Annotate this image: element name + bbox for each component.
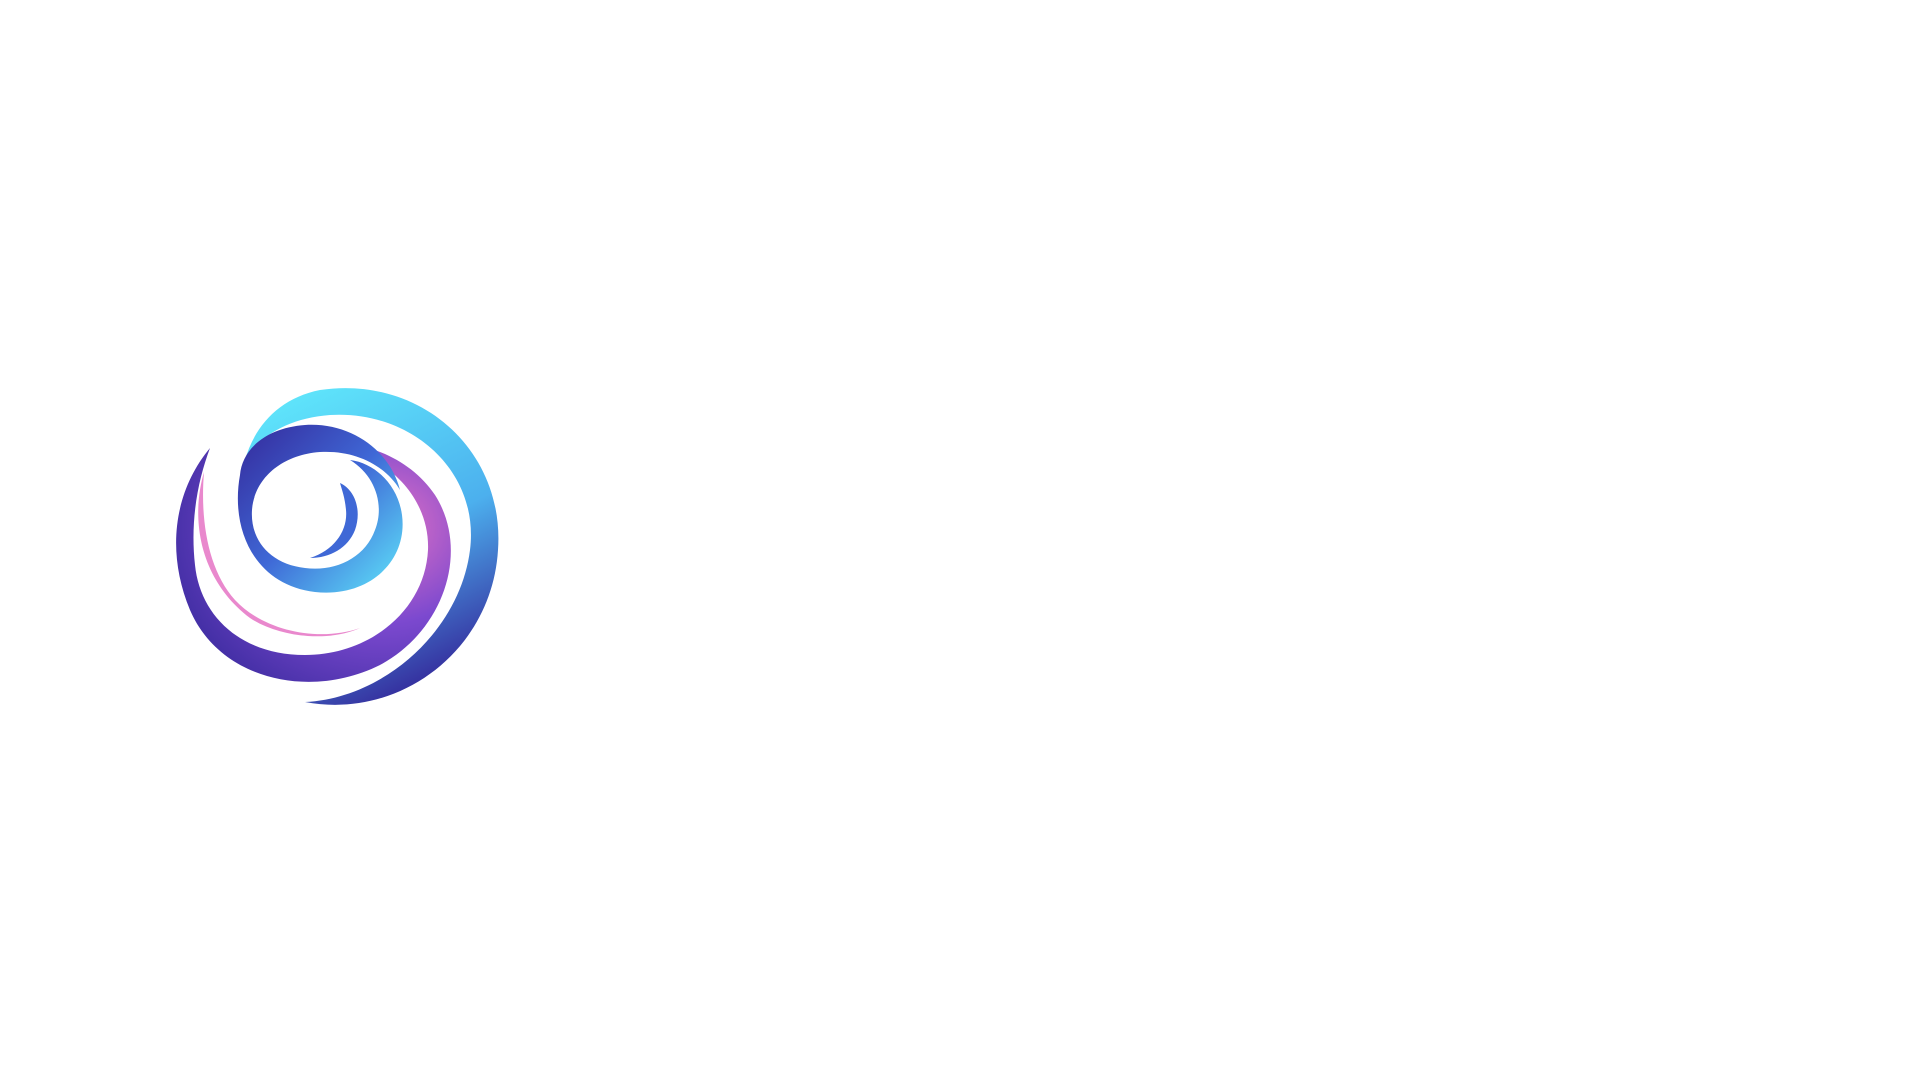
spiral-swirl-icon xyxy=(176,388,499,705)
logo xyxy=(170,380,520,730)
spiral-center-hook xyxy=(310,483,358,558)
spiral-inner-coil xyxy=(237,424,403,593)
spiral-crescent xyxy=(176,442,451,682)
spiral-pink-rim xyxy=(198,472,360,637)
spiral-outer-arm xyxy=(245,388,499,705)
